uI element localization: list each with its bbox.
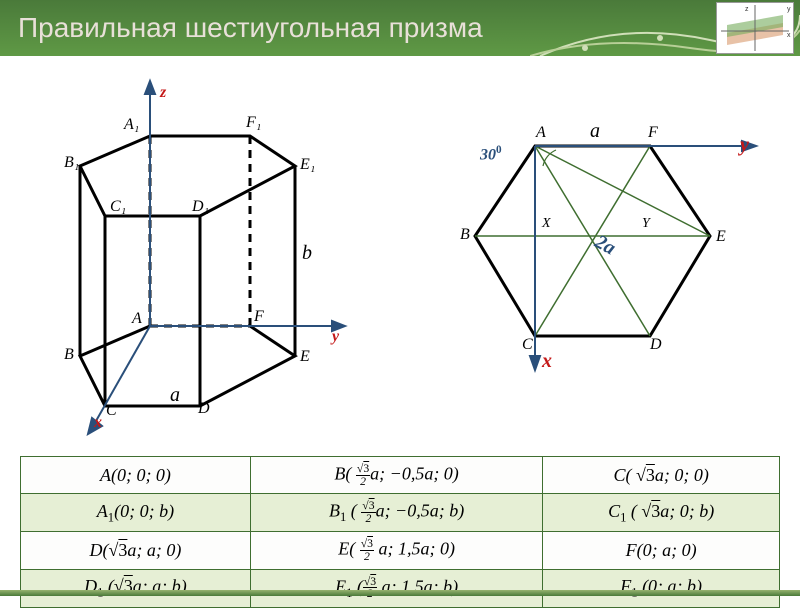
v-D1: D₁ [192,198,209,216]
table-row: D1 (√3a; a; b) E1 (√32 a; 1,5a; b) F1 (0… [21,569,780,607]
coord-thumbnail: y x z [716,2,794,54]
cell-C1: C1 ( √3a; 0; b) [543,494,780,532]
v-F: F [254,308,264,326]
h-X: X [542,216,551,232]
h-D: D [650,336,662,354]
hex-y-label: y [740,134,749,157]
cell-A: A(0; 0; 0) [21,457,251,494]
h-Y: Y [642,216,650,232]
h-B: B [460,226,470,244]
side-a: a [590,120,600,143]
footer-stripe [0,590,800,596]
header-bar: Правильная шестиугольная призма y x z [0,0,800,56]
v-C: C [106,402,117,420]
cell-E: E( √32 a; 1,5a; 0) [250,532,542,569]
v-F1: F₁ [246,114,261,132]
edge-a-label: a [170,384,180,407]
table-row: A1(0; 0; b) B1 ( √32a; −0,5a; b) C1 ( √3… [21,494,780,532]
v-A: A [132,310,142,328]
cell-B: B( √32a; −0,5a; 0) [250,457,542,494]
cell-D1: D1 (√3a; a; b) [21,569,251,607]
table-row: D(√3a; a; 0) E( √32 a; 1,5a; 0) F(0; a; … [21,532,780,569]
angle-30: 300 [480,144,502,164]
svg-text:y: y [787,6,791,13]
table-row: A(0; 0; 0) B( √32a; −0,5a; 0) C( √3a; 0;… [21,457,780,494]
cell-A1: A1(0; 0; b) [21,494,251,532]
prism-3d-figure: z y x a b A₁ B₁ C₁ D₁ E₁ F₁ A B C D E F [20,56,380,436]
cell-F: F(0; a; 0) [543,532,780,569]
hex-x-label: x [542,350,552,373]
h-A: A [536,124,546,142]
cell-F1: F1 (0; a; b) [543,569,780,607]
height-b-label: b [302,242,312,265]
svg-text:z: z [745,6,749,13]
page-title: Правильная шестиугольная призма [18,12,483,44]
axis-z-label: z [160,84,166,102]
cell-B1: B1 ( √32a; −0,5a; b) [250,494,542,532]
h-F: F [648,124,658,142]
v-E1: E₁ [300,156,315,174]
content-area: z y x a b A₁ B₁ C₁ D₁ E₁ F₁ A B C D E F [0,56,800,600]
cell-E1: E1 (√32 a; 1,5a; b) [250,569,542,607]
h-C: C [522,336,533,354]
v-B1: B₁ [64,154,79,172]
v-A1: A₁ [124,116,139,134]
hexagon-2d-figure: A F E D C B X Y 300 a 2a y x [430,86,770,386]
cell-C: C( √3a; 0; 0) [543,457,780,494]
cell-D: D(√3a; a; 0) [21,532,251,569]
v-B: B [64,346,74,364]
axis-y-label: y [332,328,339,346]
v-D: D [198,400,210,418]
axis-x-label: x [94,414,102,432]
h-E: E [716,228,726,246]
v-C1: C₁ [110,198,126,216]
v-E: E [300,348,310,366]
svg-text:x: x [787,32,791,39]
coords-table: A(0; 0; 0) B( √32a; −0,5a; 0) C( √3a; 0;… [20,456,780,608]
